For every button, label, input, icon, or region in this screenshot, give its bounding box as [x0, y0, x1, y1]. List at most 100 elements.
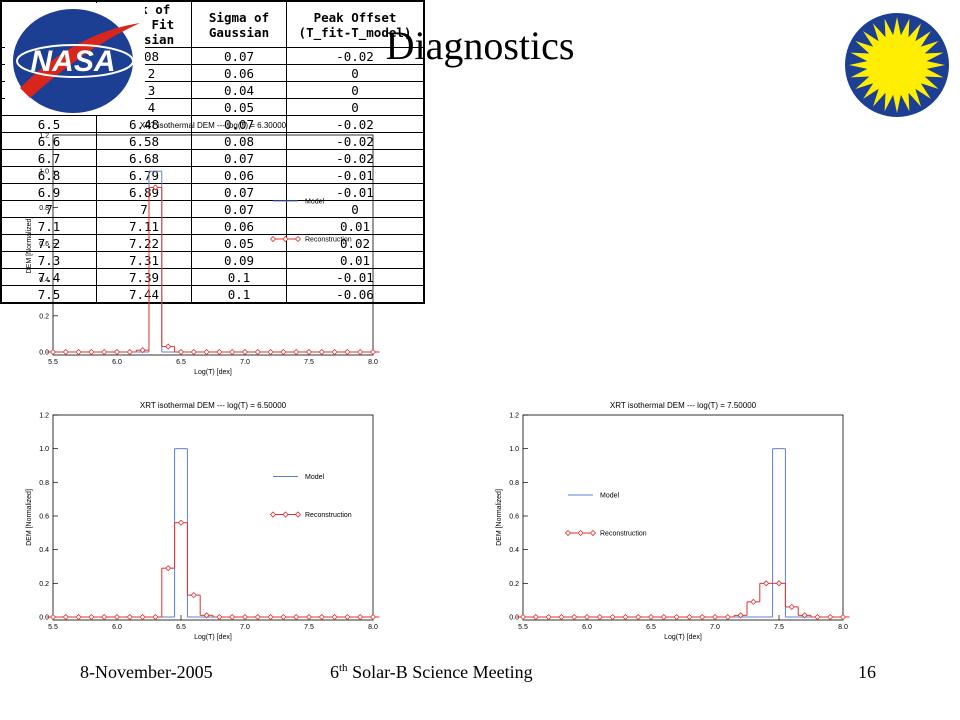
- marker: [139, 613, 146, 621]
- x-axis-label: Log(T) [dex]: [194, 369, 232, 376]
- marker: [229, 348, 236, 356]
- y-tick-label: 0.4: [39, 277, 49, 284]
- table-cell: -0.06: [286, 285, 425, 304]
- y-tick-label: 1.0: [39, 169, 49, 176]
- marker: [331, 348, 338, 356]
- x-tick-label: 5.5: [518, 624, 528, 631]
- marker: [216, 348, 223, 356]
- marker: [596, 613, 603, 621]
- marker: [305, 613, 313, 621]
- header-cell: Sigma of Gaussian: [191, 0, 287, 48]
- table-cell: 7.3: [0, 251, 97, 269]
- meeting-suffix: th: [339, 662, 348, 674]
- marker: [827, 613, 834, 621]
- marker: [763, 580, 770, 587]
- legend-marker: [282, 511, 289, 518]
- marker: [532, 613, 539, 621]
- x-tick-label: 6.5: [176, 624, 186, 631]
- marker: [660, 613, 667, 621]
- marker: [75, 613, 82, 621]
- marker: [673, 613, 680, 621]
- marker: [558, 613, 565, 621]
- marker: [203, 612, 210, 619]
- institution-logo: [845, 13, 949, 117]
- y-tick-label: 1.2: [39, 133, 49, 140]
- marker: [699, 613, 706, 621]
- legend-marker: [282, 235, 289, 243]
- marker: [839, 613, 847, 621]
- table-cell: 0.05: [191, 98, 287, 116]
- x-tick-label: 6.0: [582, 624, 592, 631]
- x-tick-label: 6.5: [646, 624, 656, 631]
- marker: [750, 598, 757, 605]
- plot-frame: [52, 414, 374, 621]
- table-cell: 7.39: [96, 268, 192, 286]
- legend-label: Model: [305, 474, 325, 481]
- table-row: 7.1 7.11 0.06 0.01: [0, 217, 425, 235]
- legend-label: Model: [600, 493, 620, 500]
- y-tick-label: 0.4: [509, 547, 519, 554]
- marker: [635, 613, 642, 621]
- marker: [216, 613, 223, 621]
- chart-title: XRT isothermal DEM --- log(T) = 6.50000: [140, 401, 287, 410]
- marker: [305, 348, 313, 356]
- marker: [583, 613, 591, 621]
- marker: [152, 613, 159, 621]
- table-cell: 0.08: [191, 132, 287, 150]
- y-tick-label: 1.2: [509, 413, 519, 420]
- marker: [775, 580, 783, 587]
- chart: XRT isothermal DEM --- log(T) = 6.30000 5…: [26, 121, 380, 376]
- table-cell: 0.04: [191, 81, 287, 99]
- x-tick-label: 8.0: [368, 624, 378, 631]
- legend-marker: [564, 529, 572, 537]
- table-cell: 0.1: [191, 268, 287, 286]
- marker: [369, 348, 377, 356]
- y-tick-label: 1.2: [39, 413, 49, 420]
- x-tick-label: 6.5: [176, 359, 186, 366]
- marker: [293, 348, 300, 356]
- marker: [62, 348, 69, 356]
- x-tick-label: 7.5: [774, 624, 784, 631]
- marker: [165, 565, 172, 572]
- legend-marker: [294, 511, 302, 518]
- marker: [101, 348, 108, 356]
- legend-label: Model: [305, 199, 325, 206]
- marker: [318, 613, 325, 621]
- table-cell: 0.1: [191, 285, 287, 304]
- x-axis-label: Log(T) [dex]: [664, 634, 702, 641]
- y-tick-label: 0.6: [509, 514, 519, 521]
- table-cell: 6.5: [0, 115, 97, 133]
- marker: [622, 613, 629, 621]
- table-cell: 7.4: [0, 268, 97, 286]
- marker: [49, 348, 57, 356]
- y-tick-label: 0.8: [509, 480, 519, 487]
- marker: [241, 613, 249, 621]
- slide-title: Diagnostics: [385, 23, 575, 68]
- marker: [88, 348, 95, 356]
- nasa-logo: NASA: [5, 3, 145, 115]
- marker: [165, 343, 172, 350]
- x-tick-label: 8.0: [838, 624, 848, 631]
- x-tick-label: 7.5: [304, 624, 314, 631]
- x-tick-label: 7.5: [304, 359, 314, 366]
- table-cell: 6.6: [0, 132, 97, 150]
- marker: [724, 613, 731, 621]
- x-tick-label: 7.0: [710, 624, 720, 631]
- table-row: 6.8 6.79 0.06 -0.01: [0, 166, 425, 184]
- marker: [229, 613, 236, 621]
- legend-marker: [577, 529, 584, 537]
- y-tick-label: 1.0: [39, 446, 49, 453]
- marker: [357, 613, 364, 621]
- y-tick-label: 0.0: [39, 350, 49, 357]
- chart: XRT isothermal DEM --- log(T) = 6.50000 5…: [26, 401, 380, 641]
- table-row: 6.6 6.58 0.08 -0.02: [0, 132, 425, 150]
- marker: [686, 613, 693, 621]
- table-cell: 0: [286, 98, 425, 116]
- table-cell: 7.1: [0, 217, 97, 235]
- footer-page: 16: [858, 662, 876, 682]
- marker: [126, 348, 133, 356]
- table-cell: 0.01: [286, 251, 425, 269]
- y-tick-label: 0.2: [39, 313, 49, 320]
- marker: [293, 613, 300, 621]
